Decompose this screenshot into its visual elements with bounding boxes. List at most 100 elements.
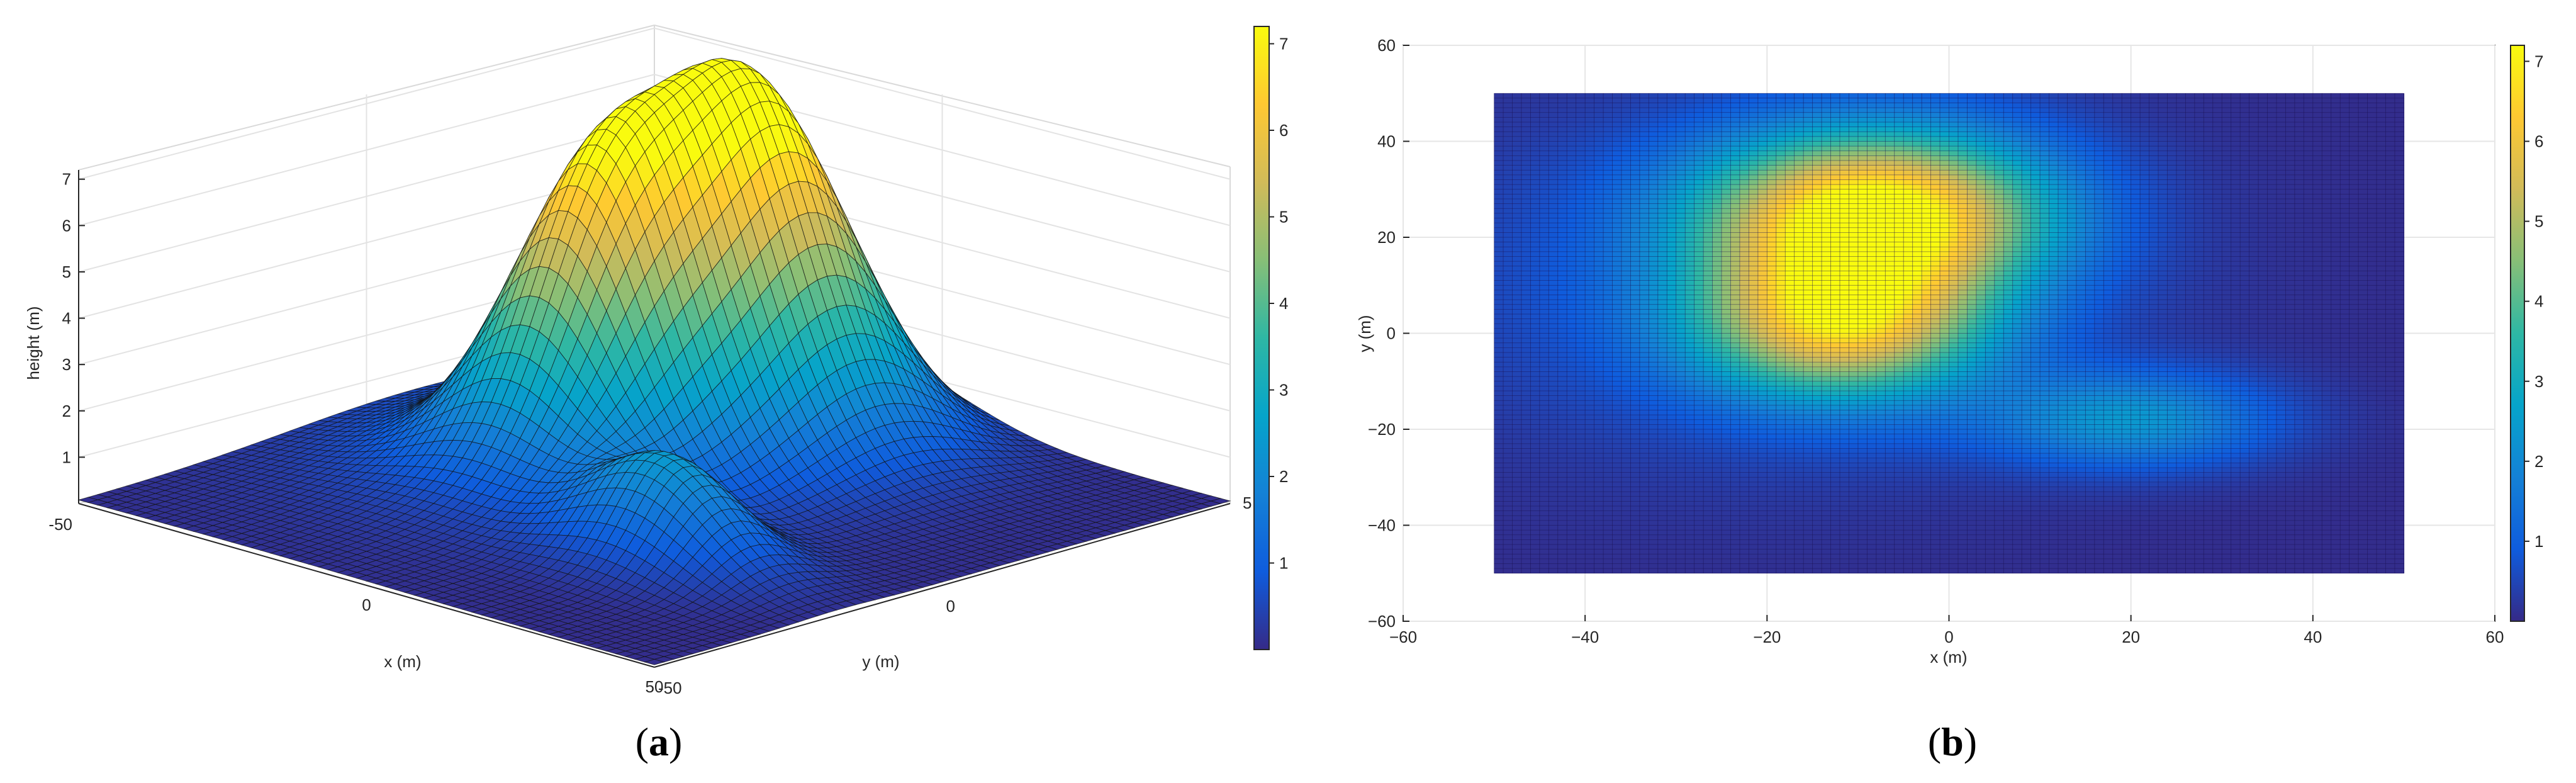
heatmap-cell — [1548, 318, 1559, 324]
heatmap-cell — [1585, 324, 1595, 329]
heatmap-cell — [1539, 458, 1549, 463]
z-tick-label: 5 — [62, 262, 71, 281]
heatmap-cell — [1512, 179, 1522, 185]
heatmap-cell — [1548, 539, 1559, 545]
heatmap-cell — [1512, 266, 1522, 271]
heatmap-cell — [1594, 492, 1604, 497]
heatmap-cell — [1512, 208, 1522, 214]
heatmap-cell — [1594, 112, 1604, 118]
heatmap-cell — [1557, 415, 1567, 420]
heatmap-cell — [1539, 112, 1549, 118]
heatmap-cell — [1594, 213, 1604, 219]
heatmap-cell — [1512, 386, 1522, 392]
heatmap-cell — [1512, 530, 1522, 536]
heatmap-cell — [1576, 242, 1586, 247]
heatmap-cell — [1576, 492, 1586, 497]
heatmap-cell — [1512, 362, 1522, 368]
heatmap-cell — [1603, 472, 1613, 478]
heatmap-cell — [1539, 174, 1549, 181]
heatmap-cell — [1594, 93, 1604, 99]
heatmap-cell — [1530, 208, 1540, 214]
heatmap-cell — [1557, 103, 1567, 108]
heatmap-cell — [1603, 218, 1613, 223]
heatmap-cell — [1594, 515, 1604, 521]
heatmap-cell — [1612, 515, 1622, 521]
heatmap-cell — [1512, 213, 1522, 219]
heatmap-cell — [1576, 558, 1586, 565]
heatmap-cell — [1503, 199, 1513, 205]
z-gridline — [78, 27, 1231, 180]
heatmap-cell — [1539, 199, 1549, 205]
heatmap-cell — [1585, 150, 1595, 156]
heatmap-cell — [1585, 549, 1595, 555]
heatmap-cell — [1530, 237, 1540, 243]
heatmap-cell — [1585, 520, 1595, 526]
heatmap-cell — [1494, 136, 1504, 142]
heatmap-cell — [1539, 333, 1549, 339]
heatmap-cell — [1548, 333, 1559, 339]
heatmap-cell — [1548, 568, 1559, 573]
heatmap-cell — [1557, 314, 1567, 320]
heatmap-cell — [1521, 520, 1532, 526]
heatmap-cell — [1521, 381, 1532, 386]
heatmap-cell — [1530, 304, 1540, 310]
heatmap-cell — [1576, 184, 1586, 190]
heatmap-cell — [1594, 227, 1604, 233]
heatmap-cell — [1557, 381, 1567, 386]
heatmap-cell — [1521, 386, 1532, 392]
heatmap-cell — [1521, 161, 1532, 166]
heatmap-cell — [1603, 290, 1613, 296]
heatmap-cell — [1612, 554, 1622, 560]
heatmap-cell — [1539, 419, 1549, 425]
heatmap-cell — [1512, 347, 1522, 353]
heatmap-cell — [1576, 501, 1586, 507]
heatmap-cell — [1567, 410, 1577, 415]
heatmap-cell — [1585, 304, 1595, 310]
heatmap-cell — [1548, 141, 1559, 147]
heatmap-cell — [1603, 391, 1613, 397]
heatmap-cell — [1512, 448, 1522, 454]
heatmap-cell — [1567, 448, 1577, 454]
heatmap-cell — [1603, 568, 1613, 573]
heatmap-cell — [1594, 510, 1604, 516]
heatmap-cell — [1539, 304, 1549, 310]
heatmap-cell — [1585, 362, 1595, 368]
heatmap-cell — [1539, 347, 1549, 353]
heatmap-cell — [1494, 271, 1504, 276]
heatmap-cell — [1530, 146, 1540, 152]
heatmap-cell — [1521, 242, 1532, 247]
heatmap-cell — [1521, 223, 1532, 228]
heatmap-cell — [1603, 146, 1613, 152]
heatmap-cell — [1585, 539, 1595, 545]
heatmap-cell — [1557, 333, 1567, 339]
heatmap-cell — [1512, 492, 1522, 497]
heatmap-cell — [1548, 554, 1559, 560]
heatmap-cell — [1594, 371, 1604, 377]
heatmap-cell — [1539, 410, 1549, 415]
heatmap-cell — [1585, 506, 1595, 512]
heatmap-cell — [1494, 300, 1504, 305]
heatmap-cell — [1539, 468, 1549, 473]
heatmap-cell — [1557, 208, 1567, 214]
heatmap-cell — [1494, 333, 1504, 339]
heatmap-cell — [1548, 443, 1559, 449]
heatmap-cell — [1494, 150, 1504, 156]
heatmap-cell — [1494, 122, 1504, 128]
heatmap-cell — [1557, 170, 1567, 176]
heatmap-cell — [1494, 563, 1504, 569]
heatmap-cell — [1494, 554, 1504, 560]
heatmap-cell — [1594, 266, 1604, 271]
heatmap-cell — [1557, 549, 1567, 555]
heatmap-cell — [1530, 501, 1540, 507]
heatmap-cell — [1521, 213, 1532, 219]
x-tick-label: 0 — [362, 595, 371, 614]
heatmap-cell — [1576, 362, 1586, 368]
caption-paren: ) — [669, 719, 682, 764]
heatmap-cell — [1539, 424, 1549, 430]
heatmap-cell — [1503, 165, 1513, 171]
heatmap-cell — [1603, 247, 1613, 252]
heatmap-cell — [1521, 558, 1532, 565]
heatmap-cell — [1512, 136, 1522, 142]
heatmap-cell — [1585, 376, 1595, 382]
heatmap-cell — [1594, 482, 1604, 488]
